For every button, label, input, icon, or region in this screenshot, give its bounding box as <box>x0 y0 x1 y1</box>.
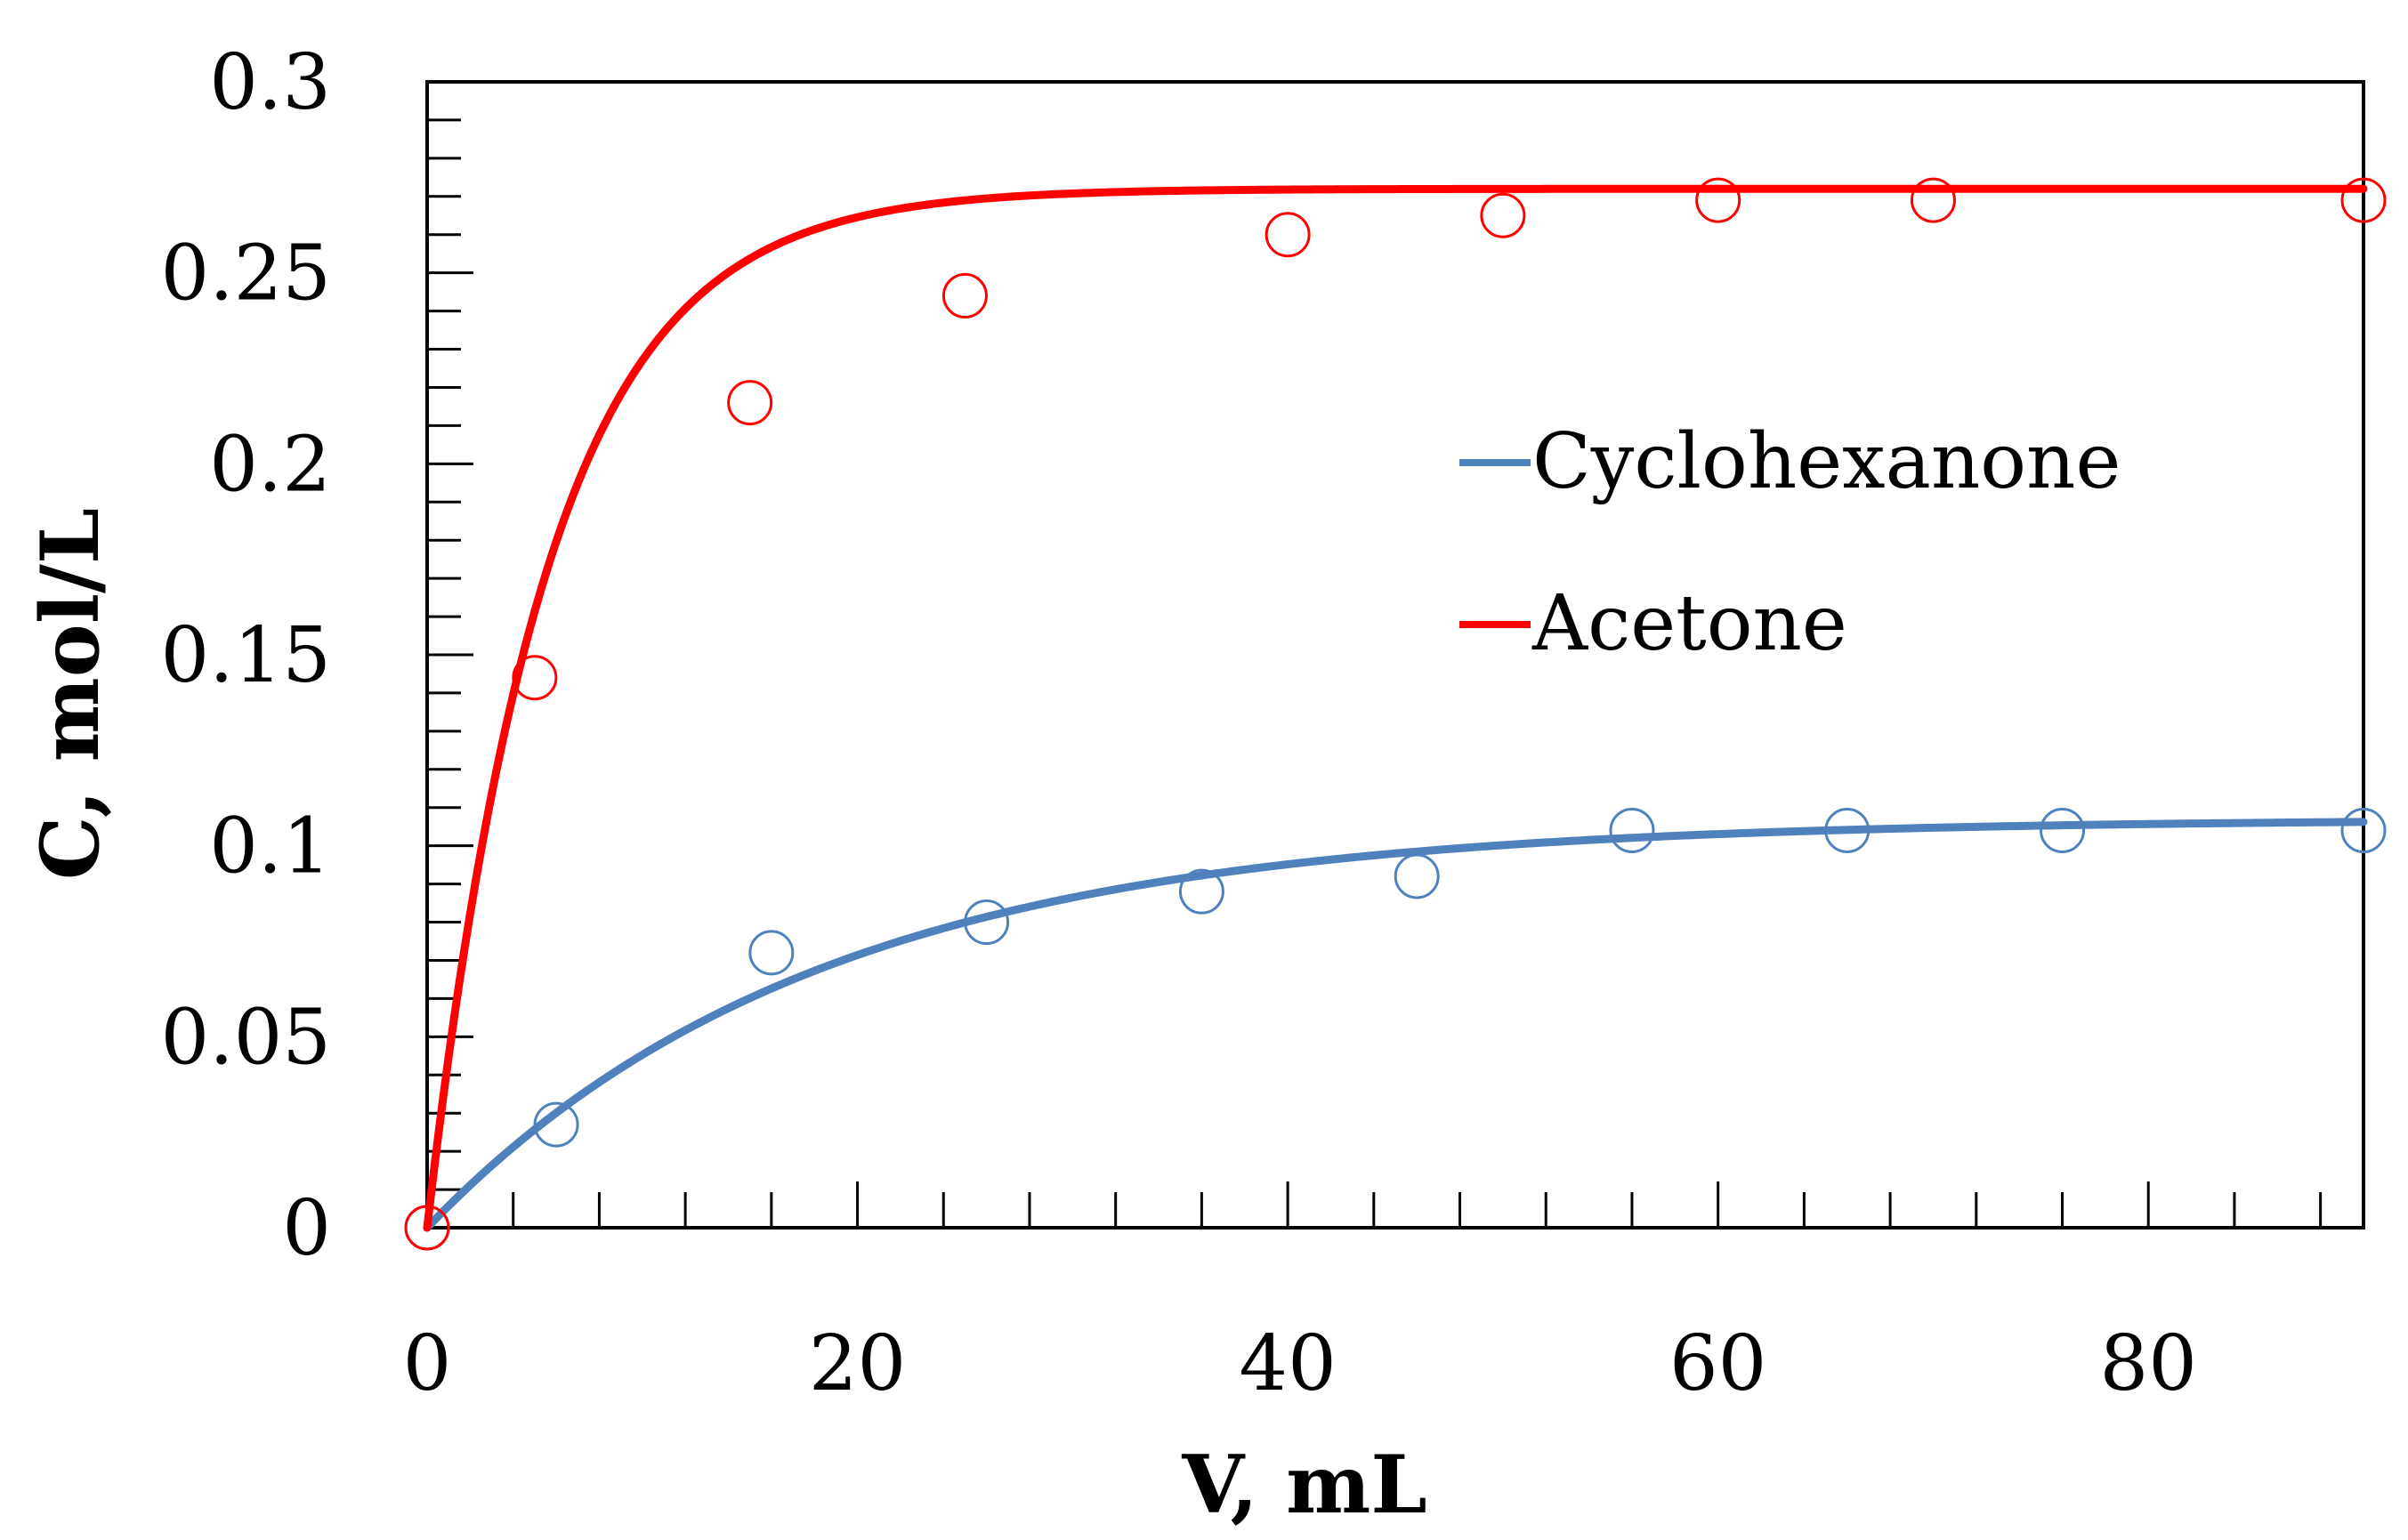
legend-label-cyclohexanone: Cyclohexanone <box>1532 417 2121 506</box>
data-point-acetone <box>941 272 988 318</box>
data-point-acetone <box>1265 212 1311 258</box>
fit-curve-acetone <box>423 184 2368 1232</box>
data-point-acetone <box>404 1205 450 1251</box>
data-point-cyclohexanone <box>748 930 795 976</box>
data-point-cyclohexanone <box>1394 853 1440 899</box>
y-tick-labels: 0 0.05 0.1 0.15 0.2 0.25 0.3 <box>161 38 331 1273</box>
legend: Cyclohexanone Acetone <box>1459 417 2121 668</box>
y-tick-label: 0.2 <box>209 420 331 509</box>
x-tick-label: 40 <box>1239 1319 1336 1408</box>
data-point-cyclohexanone <box>2340 807 2387 853</box>
y-tick-label: 0 <box>282 1184 331 1273</box>
y-tick-label: 0.25 <box>161 230 331 318</box>
data-point-acetone <box>1695 177 1741 223</box>
y-tick-label: 0.15 <box>161 611 331 700</box>
x-tick-label: 0 <box>403 1319 452 1408</box>
plot-frame <box>425 80 2365 1230</box>
y-axis-title: C, mol/L <box>23 508 117 880</box>
fit-curves <box>423 184 2368 1232</box>
data-markers <box>404 177 2387 1251</box>
data-point-acetone <box>512 655 558 701</box>
data-point-cyclohexanone <box>2040 807 2086 853</box>
x-tick-label: 80 <box>2100 1319 2197 1408</box>
axis-ticks <box>425 80 2323 1230</box>
y-tick-label: 0.3 <box>209 38 331 127</box>
legend-label-acetone: Acetone <box>1531 579 1847 668</box>
data-point-acetone <box>1480 192 1526 238</box>
y-tick-label: 0.1 <box>209 802 331 891</box>
data-point-acetone <box>727 380 773 426</box>
data-point-cyclohexanone <box>964 899 1010 946</box>
data-point-cyclohexanone <box>1178 868 1224 915</box>
x-tick-labels: 0 20 40 60 80 <box>403 1319 2197 1408</box>
data-point-acetone <box>1910 177 1956 223</box>
y-tick-label: 0.05 <box>161 993 331 1082</box>
data-point-cyclohexanone <box>1609 807 1655 853</box>
data-point-cyclohexanone <box>533 1101 579 1148</box>
x-tick-label: 20 <box>809 1319 906 1408</box>
data-point-cyclohexanone <box>1824 807 1871 853</box>
data-point-acetone <box>2340 177 2387 223</box>
x-axis-title: V, mL <box>1181 1438 1426 1532</box>
x-tick-label: 60 <box>1669 1319 1766 1408</box>
